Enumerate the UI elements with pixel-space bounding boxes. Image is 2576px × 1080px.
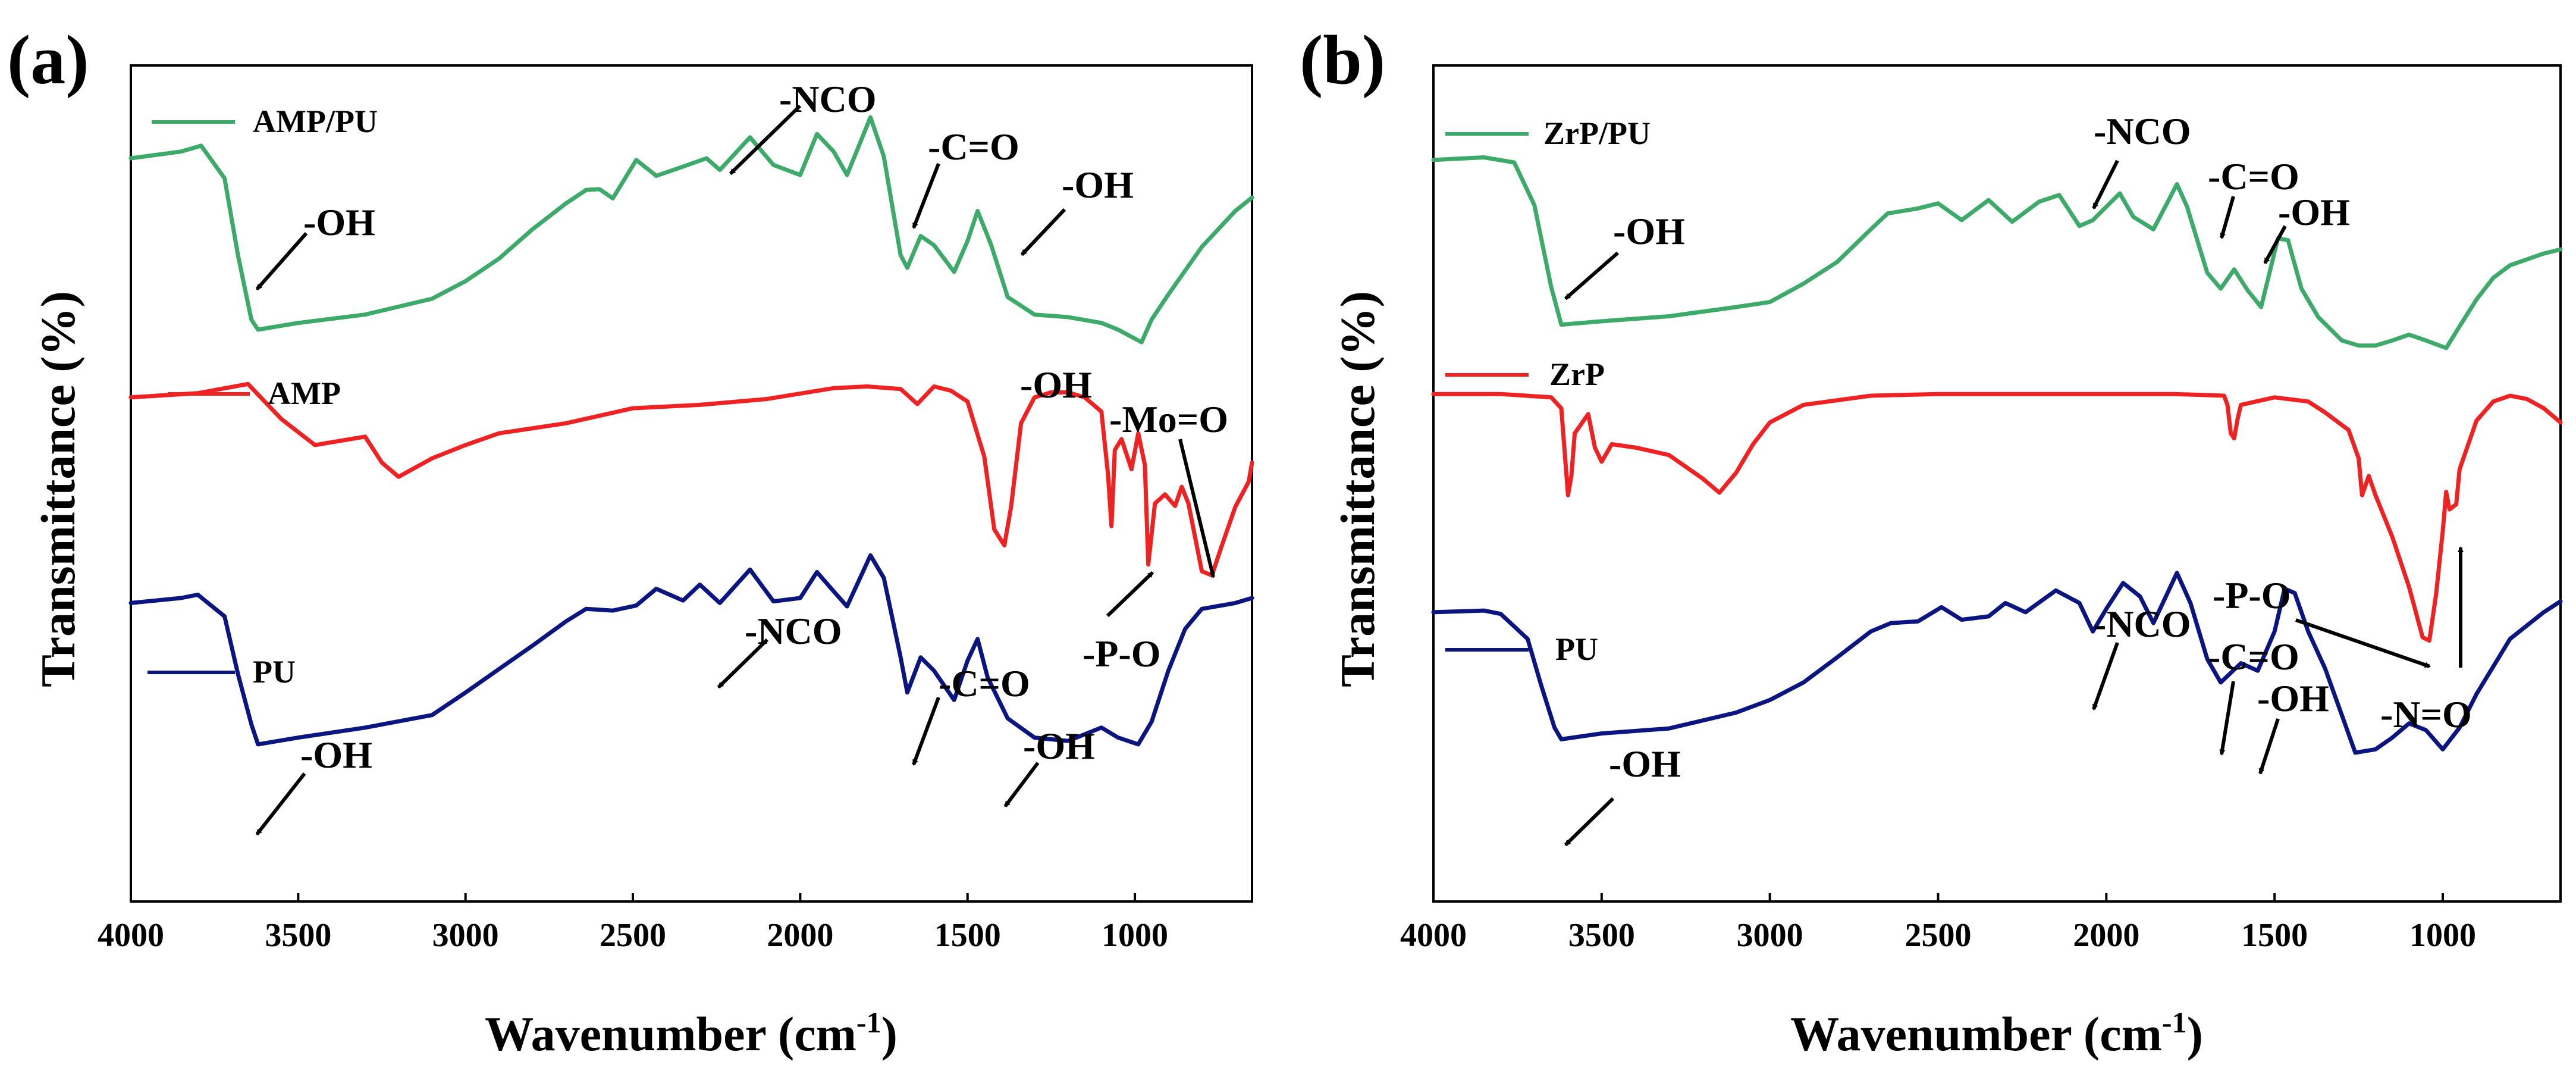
panel-b-xticks: 4000 3500 3000 2500 2000 1500 1000 <box>1400 893 2476 954</box>
panel-a-ylabel: Transmittance (%) <box>31 291 85 687</box>
annotation: -NCO <box>729 78 877 176</box>
annotation: -OH <box>255 734 372 835</box>
panel-b-frame <box>1432 64 2562 903</box>
annotation: -OH <box>1020 364 1092 406</box>
legend-label-pu: PU <box>253 654 296 690</box>
svg-text:-OH: -OH <box>1062 164 1134 206</box>
annotation: -OH <box>1003 725 1095 807</box>
series-line-zrp <box>1431 392 2563 643</box>
xtick-label: 4000 <box>1400 917 1467 954</box>
series-line-pu <box>1431 571 2563 755</box>
panel-b-ylabel: Transmittance (%) <box>1331 291 1385 687</box>
svg-text:-NCO: -NCO <box>745 610 842 652</box>
panel-b: (b) 4000 3500 3000 2500 2000 1500 1000 ZrP/PU … <box>1300 21 2563 1061</box>
xtick-label: 4000 <box>98 917 164 954</box>
annotation: -NCO <box>717 610 842 689</box>
svg-text:-OH: -OH <box>2278 191 2350 233</box>
annotation: -C=O <box>2208 636 2299 756</box>
annotation: -P-O <box>1083 571 1161 675</box>
svg-text:-OH: -OH <box>1023 725 1095 767</box>
xtick-label: 3500 <box>1568 917 1635 954</box>
xtick-label: 2000 <box>767 917 833 954</box>
svg-text:-C=O: -C=O <box>2208 636 2299 678</box>
svg-text:-OH: -OH <box>1609 743 1681 785</box>
annotation: -OH <box>1020 164 1134 256</box>
svg-text:-P-O: -P-O <box>2213 574 2291 616</box>
legend-label-amp-pu: AMP/PU <box>253 104 378 139</box>
annotation: -C=O <box>912 126 1019 229</box>
svg-text:-Mo=O: -Mo=O <box>1109 398 1228 440</box>
svg-text:-P-O: -P-O <box>1083 633 1161 675</box>
annotation: -OH <box>2257 677 2329 775</box>
series-line-pu <box>128 553 1254 747</box>
xtick-label: 1000 <box>1102 917 1168 954</box>
annotation: -OH <box>1564 210 1685 300</box>
series-line-zrp-pu <box>1431 155 2563 350</box>
xtick-label: 1500 <box>934 917 1001 954</box>
xtick-label: 2500 <box>600 917 666 954</box>
panel-b-xlabel: Wavenumber (cm-1) <box>1790 1006 2203 1061</box>
panel-a-xticks: 4000 3500 3000 2500 2000 1500 1000 <box>98 893 1168 954</box>
svg-text:-OH: -OH <box>1613 210 1685 252</box>
panel-b-label: (b) <box>1300 21 1385 99</box>
svg-text:-NCO: -NCO <box>2094 603 2191 645</box>
xtick-label: 3000 <box>1737 917 1803 954</box>
panel-a: (a) 4000 3500 3000 2500 2000 1500 1000 AMP/PU … <box>7 21 1254 1061</box>
svg-text:-NCO: -NCO <box>2094 110 2191 152</box>
xtick-label: 3500 <box>265 917 331 954</box>
annotation: -NCO <box>2092 603 2191 710</box>
xtick-label: 2000 <box>2073 917 2139 954</box>
panel-a-label: (a) <box>7 21 89 99</box>
svg-text:-OH: -OH <box>303 201 375 243</box>
svg-text:-NCO: -NCO <box>779 78 877 120</box>
panel-b-series <box>1431 155 2563 755</box>
svg-text:-C=O: -C=O <box>939 662 1030 705</box>
xtick-label: 1000 <box>2409 917 2476 954</box>
annotation: -OH <box>1564 743 1681 847</box>
series-line-amp-pu <box>128 115 1254 345</box>
svg-text:-N=O: -N=O <box>2380 693 2472 735</box>
svg-text:-OH: -OH <box>300 734 372 776</box>
svg-text:-C=O: -C=O <box>2208 155 2299 198</box>
legend-label-zrp: ZrP <box>1549 356 1605 392</box>
xtick-label: 1500 <box>2241 917 2308 954</box>
legend-label-amp: AMP <box>268 375 341 411</box>
annotation: -NCO <box>2092 110 2191 209</box>
series-line-amp <box>128 381 1254 578</box>
svg-text:-OH: -OH <box>2257 677 2329 719</box>
panel-a-frame <box>130 64 1253 903</box>
xtick-label: 2500 <box>1905 917 1972 954</box>
annotation: -OH <box>2263 191 2350 264</box>
annotation: -C=O <box>912 662 1030 766</box>
annotation: -OH <box>255 201 375 290</box>
legend-label-pu-b: PU <box>1555 631 1598 667</box>
xtick-label: 3000 <box>432 917 499 954</box>
annotation: -N=O <box>2380 546 2472 735</box>
annotation: -P-O <box>2213 574 2431 668</box>
legend-label-zrp-pu: ZrP/PU <box>1543 115 1651 151</box>
svg-text:-C=O: -C=O <box>928 126 1019 168</box>
annotation: -Mo=O <box>1109 398 1228 578</box>
panel-a-xlabel: Wavenumber (cm-1) <box>485 1006 898 1061</box>
annotation: -C=O <box>2208 155 2299 239</box>
panel-a-series <box>128 115 1254 747</box>
